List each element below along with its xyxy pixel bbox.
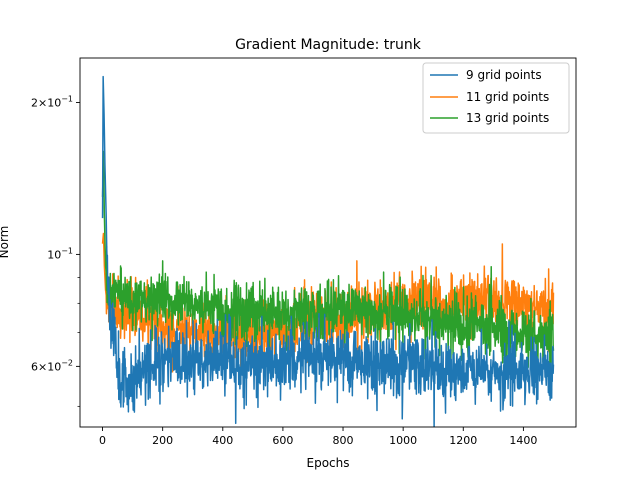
- y-tick-base: 10: [47, 248, 61, 261]
- y-axis-label: Norm: [0, 226, 11, 259]
- y-axis: 6×10−210−12×10−1: [31, 94, 80, 407]
- legend-label-9-grid-points: 9 grid points: [466, 68, 542, 82]
- series-line-9-grid-points: [101, 75, 555, 427]
- plot-border: [79, 57, 577, 428]
- y-tick-base: 2×10: [31, 96, 61, 109]
- x-axis-label: Epochs: [307, 456, 350, 470]
- y-tick-base: 6×10: [31, 360, 61, 373]
- legend: 9 grid points 11 grid points 13 grid poi…: [422, 62, 570, 134]
- y-tick-label: 10−1: [47, 246, 73, 261]
- x-tick-label: 1400: [509, 434, 537, 447]
- x-tick-label: 1200: [449, 434, 477, 447]
- y-tick-label: 6×10−2: [31, 358, 73, 373]
- chart-title: Gradient Magnitude: trunk: [235, 37, 422, 53]
- x-tick-label: 200: [152, 434, 173, 447]
- y-tick-exponent: −1: [61, 246, 73, 255]
- x-tick-label: 800: [333, 434, 354, 447]
- x-tick-label: 0: [99, 434, 106, 447]
- legend-label-13-grid-points: 13 grid points: [466, 111, 549, 125]
- x-tick-label: 600: [272, 434, 293, 447]
- x-tick-label: 400: [212, 434, 233, 447]
- legend-box: [422, 62, 570, 134]
- y-tick-label: 2×10−1: [31, 94, 73, 109]
- y-tick-exponent: −1: [61, 94, 73, 103]
- y-tick-exponent: −2: [61, 358, 73, 367]
- series-line-13-grid-points: [101, 150, 555, 370]
- series-layer: [101, 75, 555, 427]
- x-axis: 0 200 400 600 800 1000 1200 1400: [99, 427, 537, 447]
- legend-label-11-grid-points: 11 grid points: [466, 90, 549, 104]
- x-tick-label: 1000: [389, 434, 417, 447]
